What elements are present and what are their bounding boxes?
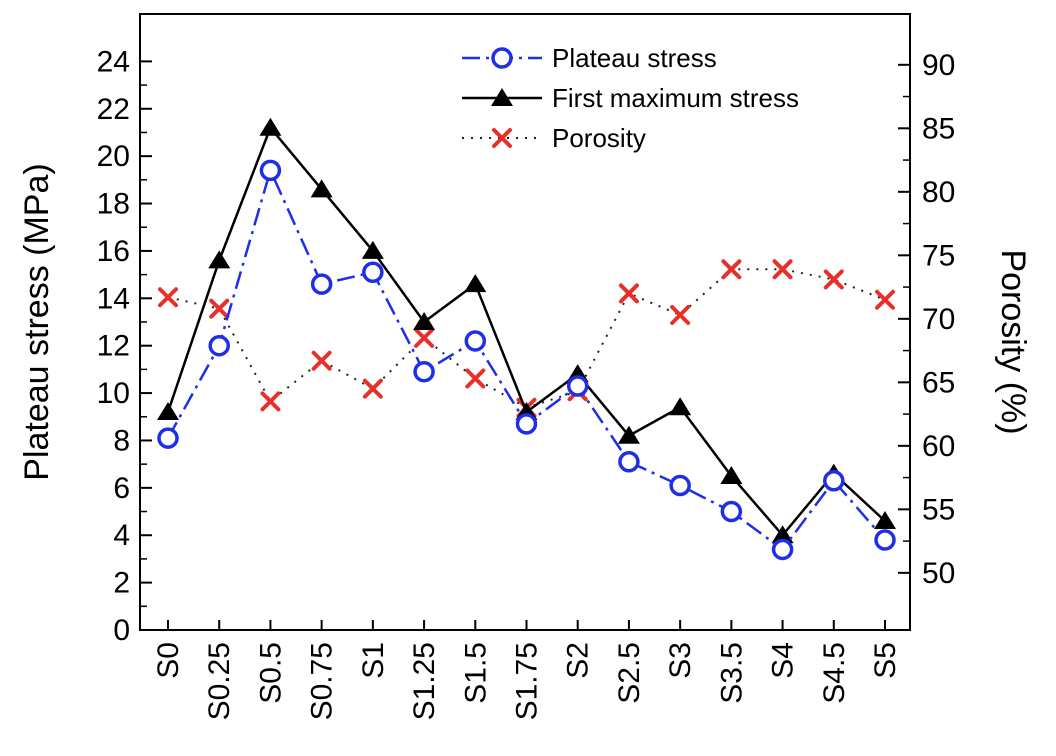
- series-2-point: [311, 350, 332, 371]
- series-1-point: [874, 511, 896, 530]
- legend-marker-1: [491, 88, 513, 106]
- series-0-point: [259, 159, 282, 182]
- series-2-point: [618, 283, 639, 304]
- series-2-point: [465, 368, 486, 389]
- series-0-point: [464, 330, 487, 352]
- series-1-point: [720, 466, 743, 484]
- series-line-0: [166, 166, 886, 552]
- series-1-point: [617, 425, 640, 444]
- x-tick-label: S5: [869, 642, 902, 679]
- series-0-point: [669, 474, 691, 497]
- y-right-axis-title: Porosity (%): [994, 249, 1032, 434]
- series-2-point: [772, 259, 793, 280]
- y-right-tick-label: 60: [922, 430, 955, 463]
- y-left-tick-label: 14: [97, 282, 130, 315]
- y-left-tick-label: 0: [113, 614, 130, 647]
- x-tick-label: S4: [767, 642, 800, 679]
- series-2-point: [158, 287, 178, 308]
- series-2-point: [209, 298, 230, 319]
- y-right-tick-label: 85: [922, 112, 955, 145]
- y-left-tick-label: 16: [97, 235, 130, 268]
- x-tick-label: S1.25: [408, 642, 441, 720]
- series-1-point: [413, 312, 436, 330]
- series-2-point: [362, 378, 383, 399]
- series-0-point: [720, 500, 743, 523]
- series-1-point: [208, 250, 231, 269]
- y-left-tick-label: 6: [113, 472, 130, 505]
- x-tick-label: S1.5: [459, 642, 492, 704]
- series-0-point: [823, 469, 845, 492]
- y-left-tick-label: 12: [97, 330, 130, 363]
- legend-marker-2: [492, 128, 512, 148]
- series-line-1: [166, 125, 886, 538]
- x-tick-label: S4.5: [818, 642, 851, 704]
- y-right-tick-label: 80: [922, 176, 955, 209]
- series-0-point: [618, 451, 640, 473]
- x-tick-label: S3: [664, 642, 697, 679]
- series-0-point: [362, 261, 384, 283]
- series-1-point: [464, 274, 487, 293]
- y-right-tick-label: 50: [922, 557, 955, 590]
- y-right-tick-label: 70: [922, 303, 955, 336]
- y-left-tick-label: 20: [97, 140, 130, 173]
- x-tick-label: S2: [562, 642, 595, 679]
- y-left-tick-label: 24: [97, 45, 130, 78]
- legend-label-1: First maximum stress: [552, 83, 799, 113]
- y-right-tick-label: 90: [922, 49, 955, 82]
- series-1-point: [771, 525, 794, 544]
- x-tick-label: S0: [152, 642, 185, 679]
- series-line-2: [167, 268, 886, 409]
- legend-label-2: Porosity: [552, 123, 646, 153]
- y-left-axis-title: Plateau stress (MPa): [18, 163, 56, 480]
- y-left-tick-label: 22: [97, 93, 130, 126]
- y-left-tick-label: 8: [113, 424, 130, 457]
- x-tick-label: S1.75: [511, 642, 544, 720]
- y-left-tick-label: 4: [113, 519, 130, 552]
- y-right-tick-label: 55: [922, 493, 955, 526]
- x-tick-label: S0.5: [254, 642, 287, 704]
- x-tick-label: S0.75: [306, 642, 339, 720]
- x-tick-label: S2.5: [613, 642, 646, 704]
- series-2-point: [721, 259, 742, 280]
- y-right-tick-label: 75: [922, 239, 955, 272]
- x-tick-label: S3.5: [715, 642, 748, 704]
- series-2-point: [414, 327, 435, 348]
- series-0-point: [310, 273, 333, 295]
- x-tick-label: S0.25: [203, 642, 236, 720]
- series-0-point: [874, 529, 896, 551]
- series-0-point: [515, 413, 538, 435]
- legend-marker-0: [491, 47, 513, 69]
- y-left-tick-label: 10: [97, 377, 130, 410]
- series-1-point: [259, 117, 282, 136]
- series-1-point: [361, 240, 384, 259]
- series-1-point: [157, 402, 179, 421]
- series-2-point: [670, 305, 691, 326]
- legend-label-0: Plateau stress: [552, 43, 717, 73]
- y-left-tick-label: 2: [113, 567, 130, 600]
- series-0-point: [413, 361, 435, 383]
- series-0-point: [208, 334, 230, 357]
- series-2-point: [260, 391, 281, 412]
- series-0-point: [566, 375, 589, 397]
- series-0-point: [157, 427, 179, 449]
- x-tick-label: S1: [357, 642, 390, 679]
- series-1-point: [669, 397, 692, 416]
- y-right-tick-label: 65: [922, 366, 955, 399]
- series-2-point: [875, 289, 895, 310]
- y-left-tick-label: 18: [97, 188, 130, 221]
- series-1-point: [310, 179, 333, 198]
- series-0-point: [771, 538, 794, 561]
- series-2-point: [823, 269, 844, 290]
